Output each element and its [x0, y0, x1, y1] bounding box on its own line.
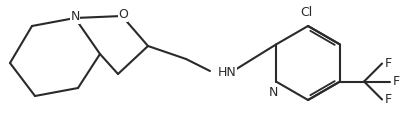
Text: N: N	[268, 86, 277, 99]
Text: F: F	[393, 75, 400, 88]
Text: F: F	[385, 93, 392, 106]
Text: HN: HN	[218, 67, 237, 80]
Text: N: N	[70, 10, 80, 24]
Text: O: O	[118, 8, 128, 22]
Text: Cl: Cl	[300, 6, 312, 19]
Text: F: F	[385, 57, 392, 70]
